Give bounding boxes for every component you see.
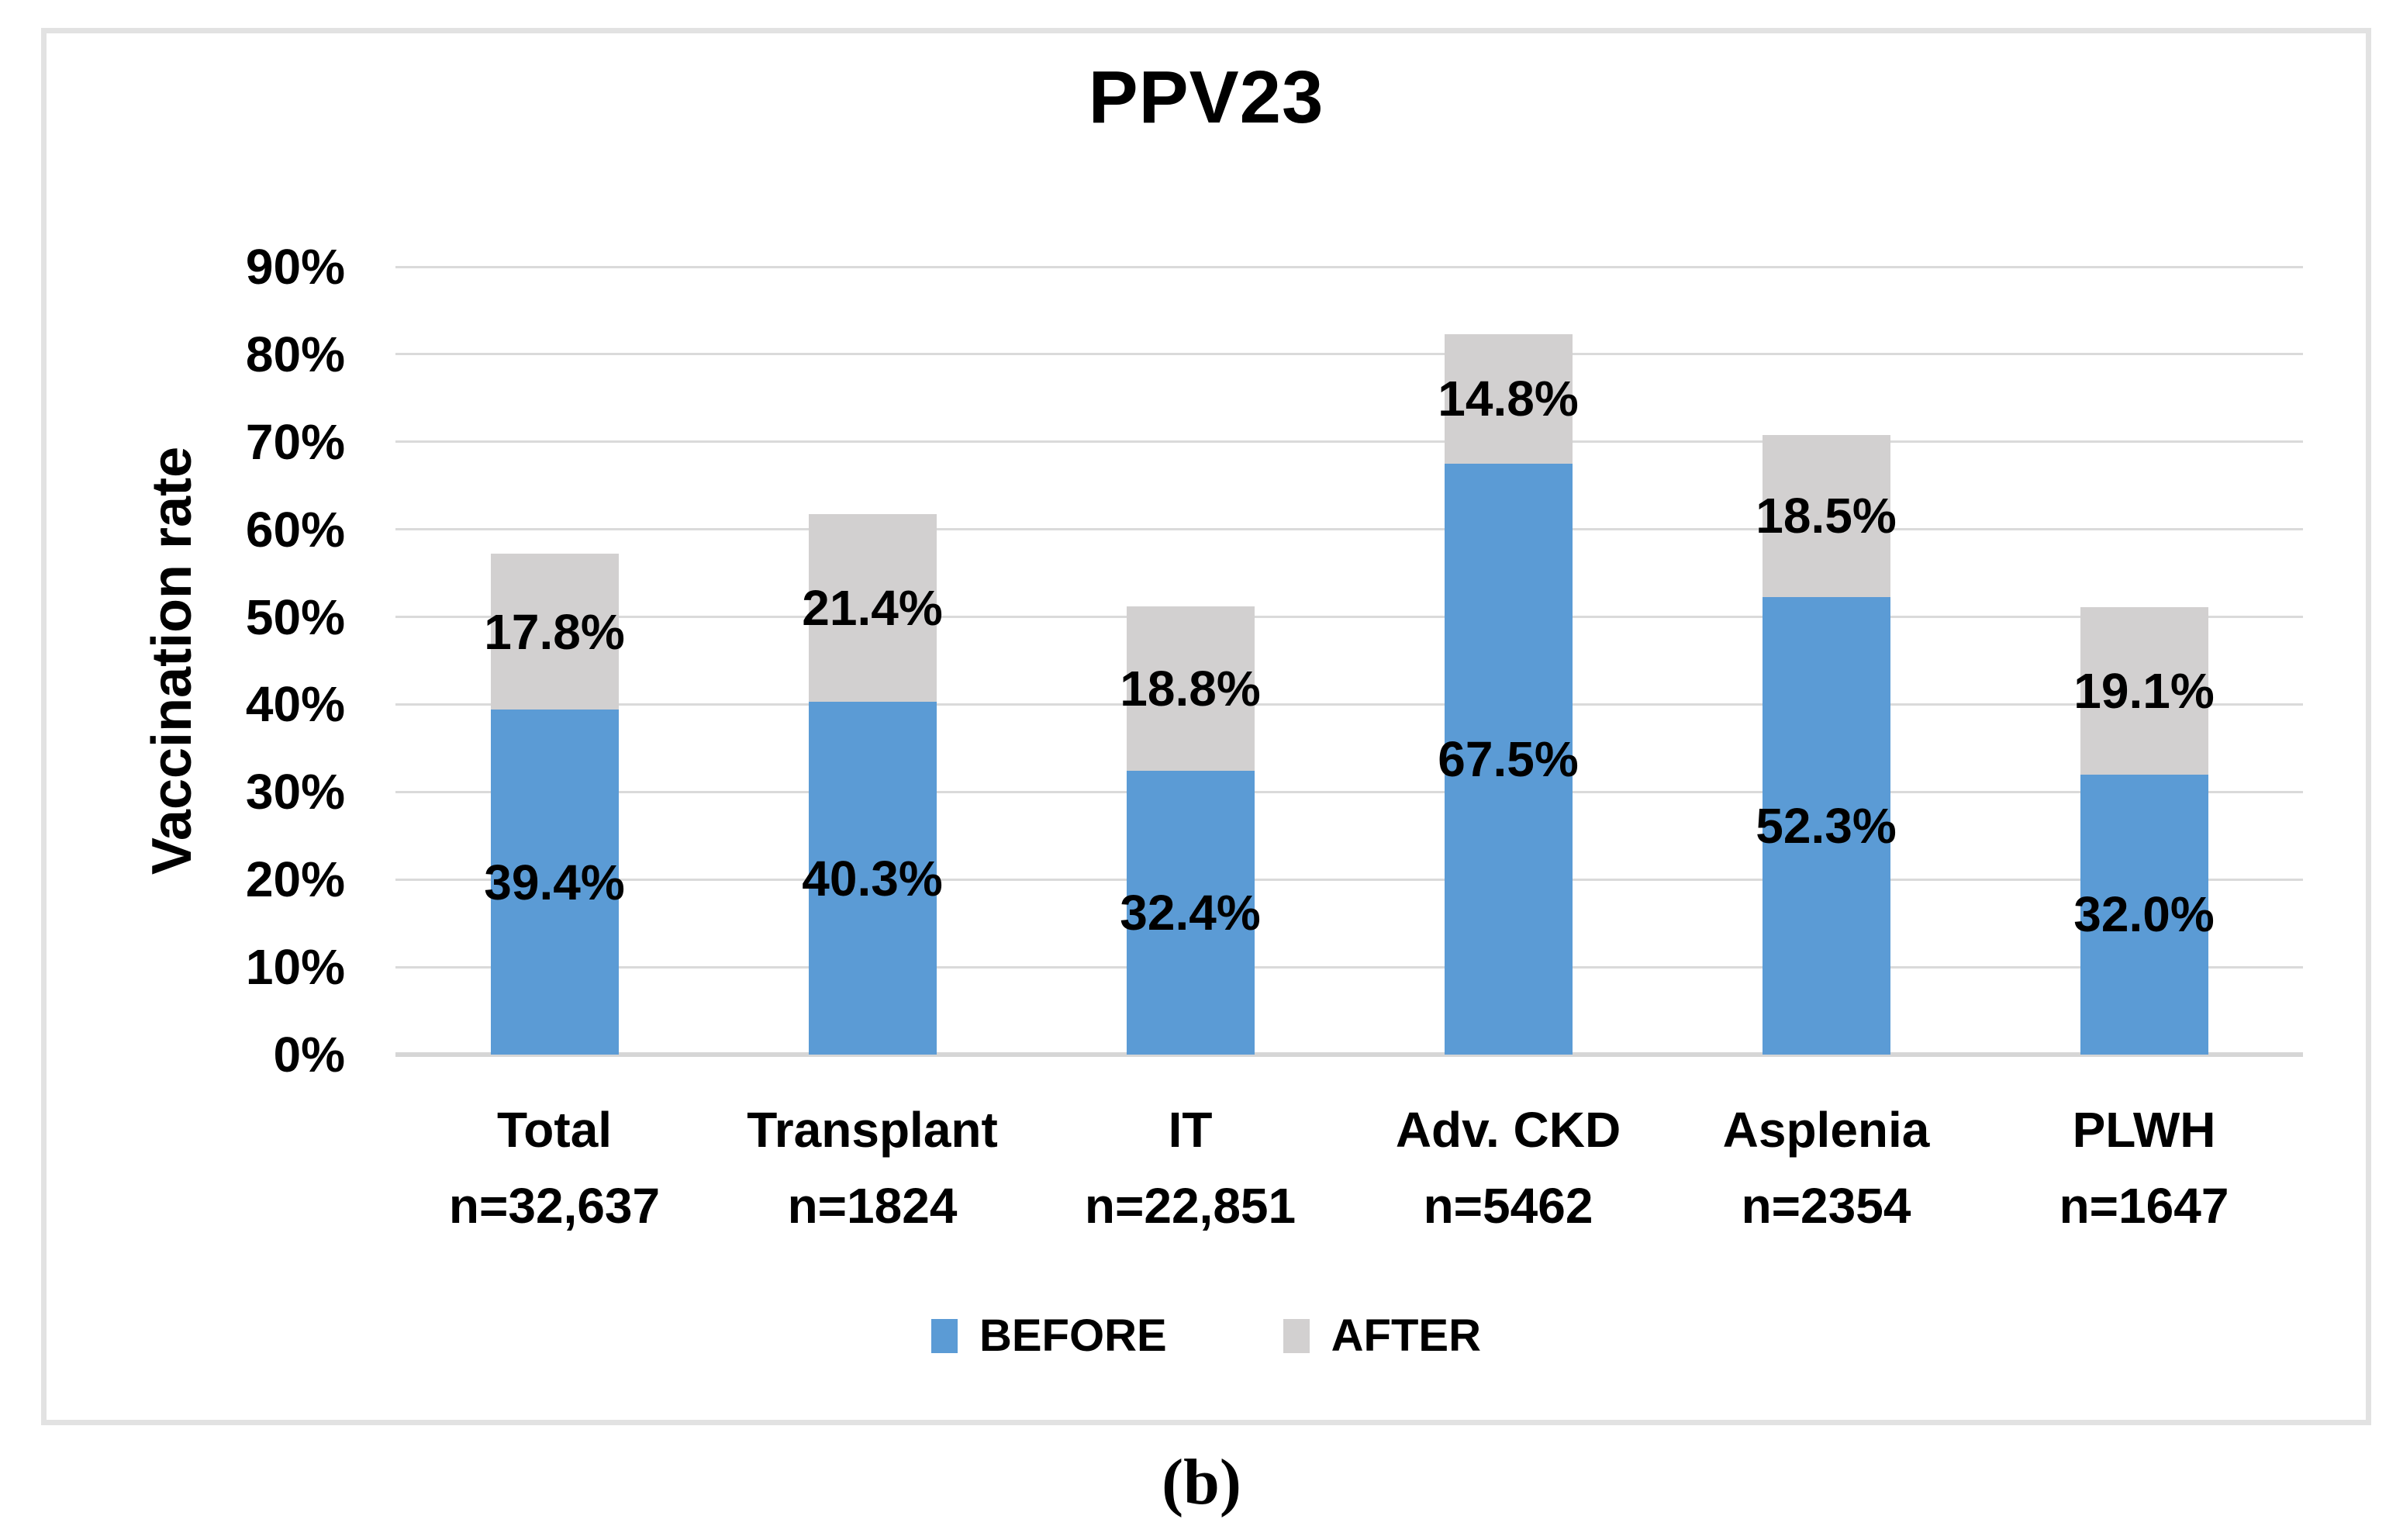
- chart-container: PPV23 Vaccination rate 39.4% 17.8% 40.3% 21…: [41, 28, 2371, 1425]
- legend-label-after: AFTER: [1331, 1310, 1481, 1361]
- data-label-after: 18.5%: [1756, 488, 1897, 544]
- data-label-before: 32.4%: [1120, 885, 1261, 941]
- legend-item-before: BEFORE: [930, 1310, 1167, 1361]
- category-label-it: IT n=22,851: [1031, 1092, 1349, 1244]
- plot-area: 39.4% 17.8% 40.3% 21.4% 32.4% 18.8% 67.5% 14.8%…: [395, 265, 2303, 1057]
- bar-segment-before: [2080, 774, 2208, 1055]
- bar-plwh: [2080, 607, 2208, 1055]
- data-label-before: 39.4%: [484, 854, 625, 910]
- gridline-90: [395, 265, 2303, 268]
- category-name: PLWH: [2072, 1102, 2216, 1158]
- y-tick-10%: 10%: [245, 939, 345, 996]
- gridline-30: [395, 790, 2303, 793]
- category-name: IT: [1168, 1102, 1213, 1158]
- gridline-20: [395, 878, 2303, 881]
- bar-segment-before: [808, 702, 937, 1055]
- y-tick-90%: 90%: [245, 239, 345, 295]
- bar-transplant: [808, 514, 937, 1055]
- bar-segment-before: [1762, 596, 1890, 1055]
- category-name: Total: [496, 1102, 613, 1158]
- category-label-adv-ckd: Adv. CKD n=5462: [1349, 1092, 1667, 1244]
- category-count: n=22,851: [1084, 1178, 1296, 1234]
- data-label-after: 17.8%: [484, 603, 625, 660]
- legend-swatch-after: [1283, 1319, 1310, 1353]
- y-tick-50%: 50%: [245, 589, 345, 645]
- category-count: n=1824: [787, 1178, 958, 1234]
- data-label-before: 40.3%: [802, 850, 943, 906]
- bar-total: [490, 554, 619, 1055]
- y-tick-20%: 20%: [245, 851, 345, 908]
- gridline-10: [395, 965, 2303, 969]
- category-label-asplenia: Asplenia n=2354: [1667, 1092, 1985, 1244]
- data-label-before: 67.5%: [1438, 731, 1579, 787]
- bar-segment-after: [2080, 607, 2208, 775]
- category-label-total: Total n=32,637: [395, 1092, 713, 1244]
- y-tick-60%: 60%: [245, 501, 345, 558]
- data-label-after: 21.4%: [802, 580, 943, 637]
- category-name: Transplant: [747, 1102, 998, 1158]
- category-name: Asplenia: [1722, 1102, 1930, 1158]
- y-tick-30%: 30%: [245, 764, 345, 820]
- gridline-70: [395, 440, 2303, 444]
- bar-segment-after: [1444, 333, 1573, 464]
- gridline-60: [395, 528, 2303, 531]
- bar-segment-before: [1444, 464, 1573, 1055]
- bar-adv-ckd: [1444, 333, 1573, 1055]
- bar-segment-before: [490, 710, 619, 1055]
- y-tick-0%: 0%: [273, 1027, 346, 1082]
- bar-asplenia: [1762, 434, 1890, 1055]
- chart-title: PPV23: [1088, 56, 1324, 139]
- category-count: n=32,637: [448, 1178, 661, 1234]
- bar-segment-after: [490, 554, 619, 710]
- category-label-transplant: Transplant n=1824: [713, 1092, 1031, 1244]
- category-name: Adv. CKD: [1395, 1102, 1621, 1158]
- legend-swatch-before: [930, 1319, 958, 1353]
- bar-segment-after: [1126, 606, 1255, 772]
- category-count: n=2354: [1741, 1178, 1911, 1234]
- x-axis-line: [395, 1052, 2303, 1057]
- gridline-80: [395, 353, 2303, 356]
- y-tick-40%: 40%: [245, 676, 345, 733]
- legend-item-after: AFTER: [1283, 1314, 1481, 1359]
- data-label-after: 19.1%: [2073, 662, 2215, 719]
- data-label-after: 14.8%: [1438, 371, 1579, 427]
- data-label-before: 52.3%: [1756, 797, 1897, 854]
- gridline-40: [395, 703, 2303, 706]
- figure-caption: (b): [1162, 1446, 1241, 1518]
- category-count: n=5462: [1423, 1178, 1593, 1234]
- bar-segment-before: [1126, 771, 1255, 1055]
- data-label-before: 32.0%: [2073, 886, 2215, 943]
- legend-label-before: BEFORE: [979, 1310, 1167, 1361]
- bar-segment-after: [808, 514, 937, 703]
- data-label-after: 18.8%: [1120, 661, 1261, 717]
- category-label-plwh: PLWH n=1647: [1985, 1092, 2303, 1244]
- y-tick-80%: 80%: [245, 326, 345, 382]
- bar-segment-after: [1762, 434, 1890, 597]
- legend: BEFORE AFTER: [47, 1305, 2366, 1367]
- y-tick-70%: 70%: [245, 413, 345, 470]
- bar-it: [1126, 606, 1255, 1055]
- category-count: n=1647: [2059, 1178, 2229, 1234]
- gridline-50: [395, 616, 2303, 619]
